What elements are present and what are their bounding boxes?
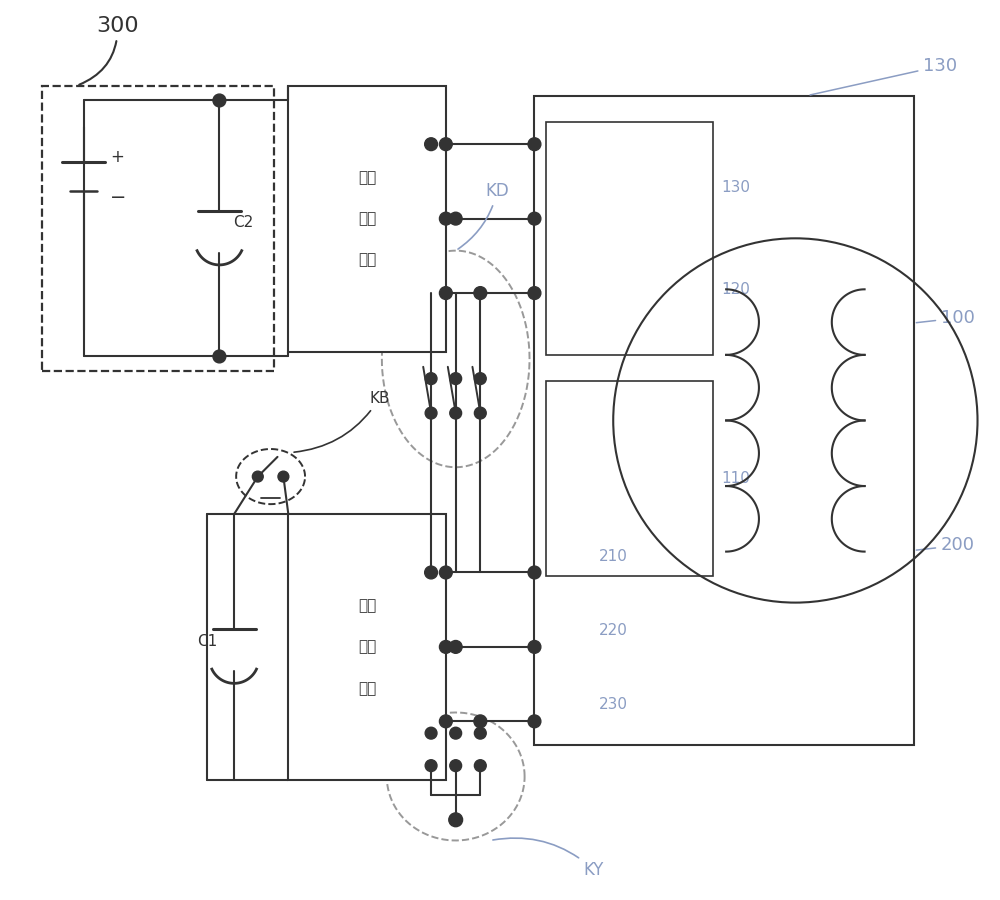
Circle shape <box>528 641 541 653</box>
Circle shape <box>474 715 487 728</box>
Circle shape <box>528 138 541 150</box>
Circle shape <box>449 641 462 653</box>
Circle shape <box>439 641 452 653</box>
Circle shape <box>213 350 226 363</box>
Circle shape <box>474 407 486 419</box>
Text: 120: 120 <box>721 283 750 298</box>
Circle shape <box>450 407 462 419</box>
Circle shape <box>474 287 487 300</box>
Text: 130: 130 <box>721 179 750 194</box>
Circle shape <box>528 212 541 225</box>
Bar <box>546 382 713 576</box>
Text: 110: 110 <box>721 472 750 486</box>
Text: 100: 100 <box>916 309 975 327</box>
Text: C2: C2 <box>233 215 253 230</box>
Text: 230: 230 <box>598 698 627 713</box>
Circle shape <box>439 715 452 728</box>
Text: 模块: 模块 <box>358 253 376 267</box>
Circle shape <box>439 566 452 579</box>
Circle shape <box>439 138 452 150</box>
Text: +: + <box>110 148 124 166</box>
Circle shape <box>278 472 289 482</box>
Text: −: − <box>110 188 126 208</box>
Circle shape <box>449 212 462 225</box>
Text: KB: KB <box>294 391 390 452</box>
Text: 130: 130 <box>810 57 957 95</box>
Text: 第二: 第二 <box>358 598 376 613</box>
Circle shape <box>528 287 541 300</box>
Circle shape <box>474 373 486 384</box>
Text: C1: C1 <box>197 634 217 649</box>
Circle shape <box>425 138 437 150</box>
Circle shape <box>213 94 226 107</box>
Circle shape <box>450 760 462 771</box>
Circle shape <box>528 715 541 728</box>
Circle shape <box>450 373 462 384</box>
Bar <box>288 514 446 779</box>
Bar <box>288 86 446 352</box>
Circle shape <box>474 760 486 771</box>
Text: 210: 210 <box>598 549 627 563</box>
Bar <box>534 95 914 745</box>
Bar <box>42 86 274 371</box>
Text: 200: 200 <box>916 536 975 554</box>
Circle shape <box>425 566 437 579</box>
Text: 300: 300 <box>79 15 139 85</box>
Circle shape <box>252 472 263 482</box>
Text: 模块: 模块 <box>358 680 376 696</box>
Text: 逆变: 逆变 <box>358 639 376 654</box>
Circle shape <box>425 760 437 771</box>
Circle shape <box>425 407 437 419</box>
Circle shape <box>528 566 541 579</box>
Circle shape <box>449 813 463 827</box>
Circle shape <box>439 212 452 225</box>
Text: KD: KD <box>458 183 509 249</box>
Circle shape <box>425 727 437 739</box>
Circle shape <box>439 287 452 300</box>
Text: 220: 220 <box>598 623 627 638</box>
Circle shape <box>474 727 486 739</box>
Bar <box>546 122 713 356</box>
Circle shape <box>450 727 462 739</box>
Text: 第一: 第一 <box>358 170 376 184</box>
Circle shape <box>425 373 437 384</box>
Text: KY: KY <box>493 838 604 879</box>
Text: 逆变: 逆变 <box>358 212 376 226</box>
